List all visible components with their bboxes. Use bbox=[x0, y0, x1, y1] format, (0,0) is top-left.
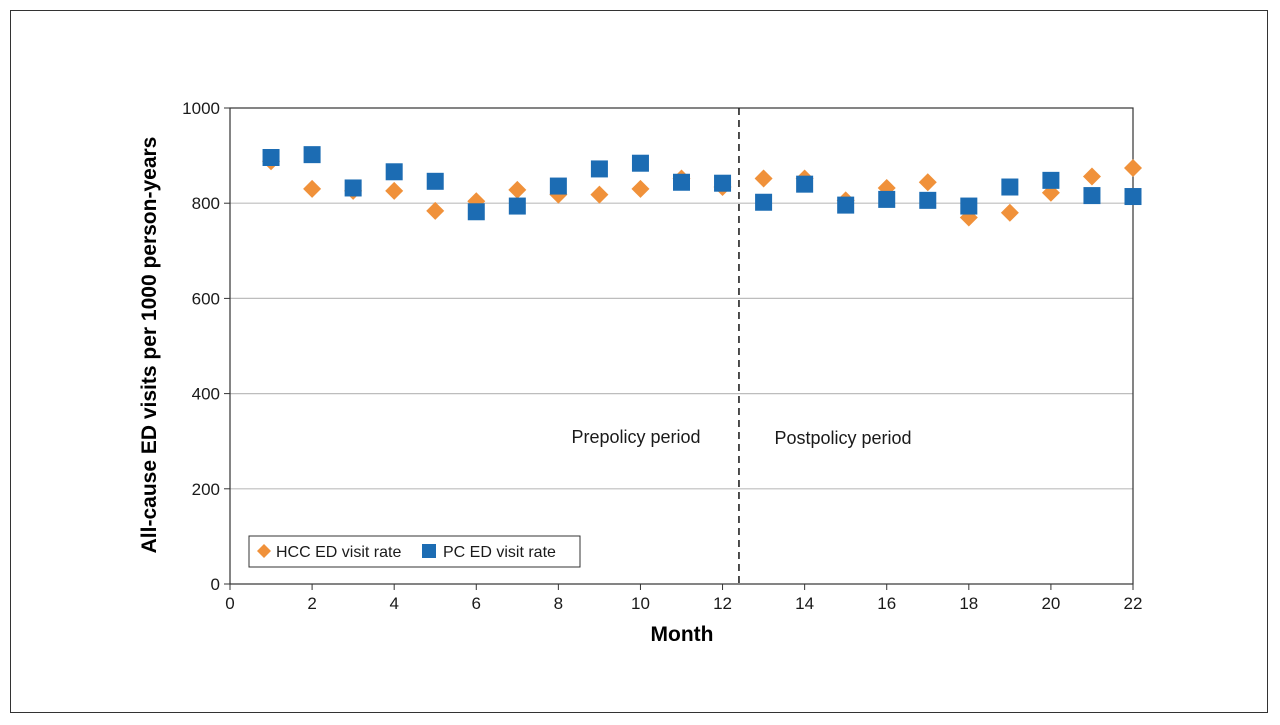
hcc-point bbox=[508, 180, 527, 199]
pc-point bbox=[1124, 188, 1142, 206]
y-tick-label: 0 bbox=[211, 575, 220, 594]
hcc-point bbox=[590, 185, 609, 204]
y-tick-label: 600 bbox=[192, 289, 220, 308]
x-tick-label: 6 bbox=[472, 594, 481, 613]
legend-hcc-label: HCC ED visit rate bbox=[276, 544, 401, 561]
pc-point bbox=[714, 174, 732, 192]
pc-point bbox=[837, 196, 855, 214]
hcc-point bbox=[426, 201, 445, 220]
hcc-point bbox=[1000, 203, 1019, 222]
hcc-point bbox=[1124, 158, 1142, 177]
x-tick-label: 22 bbox=[1124, 594, 1143, 613]
pc-point bbox=[262, 149, 280, 167]
pc-point bbox=[673, 173, 690, 191]
grid-layer bbox=[230, 202, 1133, 490]
x-tick-label: 0 bbox=[225, 594, 234, 613]
y-tick-label: 400 bbox=[192, 385, 220, 404]
pc-point bbox=[631, 154, 649, 172]
y-tick-label: 200 bbox=[192, 480, 220, 499]
pc-point bbox=[344, 179, 362, 197]
pc-point bbox=[549, 177, 567, 195]
x-tick-label: 10 bbox=[631, 594, 650, 613]
legend-box bbox=[248, 535, 581, 568]
y-axis-title: All-cause ED visits per 1000 person-year… bbox=[138, 137, 161, 554]
hcc-point bbox=[918, 173, 937, 192]
y-tick-label: 1000 bbox=[182, 99, 220, 118]
x-tick-label: 8 bbox=[554, 594, 563, 613]
hcc-point bbox=[303, 179, 322, 198]
y-tick-label: 800 bbox=[192, 194, 220, 213]
pc-point bbox=[426, 172, 444, 190]
hcc-point bbox=[754, 169, 773, 188]
pc-point bbox=[878, 190, 896, 208]
figure-frame bbox=[10, 10, 1268, 713]
x-tick-label: 4 bbox=[389, 594, 398, 613]
x-tick-label: 12 bbox=[713, 594, 732, 613]
x-axis-title: Month bbox=[651, 623, 714, 646]
ticks-layer: 0 200 400 600 800 1000 0 2 4 6 8 10 12 14 16 18 20 22 bbox=[182, 99, 1142, 613]
pc-point bbox=[1083, 187, 1101, 205]
pc-point bbox=[755, 193, 773, 211]
pc-point bbox=[385, 163, 403, 181]
hcc-point bbox=[385, 181, 404, 200]
x-tick-label: 18 bbox=[959, 594, 978, 613]
legend: HCC ED visit rate PC ED visit rate bbox=[248, 535, 581, 568]
marks-layer bbox=[262, 146, 1142, 227]
pc-point bbox=[467, 203, 485, 221]
pc-point bbox=[919, 191, 937, 209]
x-tick-label: 14 bbox=[795, 594, 814, 613]
pc-point bbox=[1001, 178, 1019, 196]
annotation-postpolicy: Postpolicy period bbox=[774, 428, 911, 448]
legend-pc-label: PC ED visit rate bbox=[443, 544, 556, 561]
pc-point bbox=[1042, 171, 1060, 189]
pc-point bbox=[303, 146, 321, 164]
hcc-point bbox=[1082, 167, 1101, 186]
x-tick-label: 2 bbox=[307, 594, 316, 613]
x-tick-label: 20 bbox=[1041, 594, 1060, 613]
x-tick-label: 16 bbox=[877, 594, 896, 613]
pc-point bbox=[590, 160, 608, 178]
legend-pc-square-marker bbox=[422, 544, 436, 558]
plot-area bbox=[229, 107, 1134, 585]
annotation-prepolicy: Prepolicy period bbox=[571, 427, 700, 447]
pc-point bbox=[508, 197, 526, 215]
pc-point bbox=[960, 197, 978, 215]
legend-hcc-diamond-marker bbox=[257, 544, 271, 558]
hcc-point bbox=[631, 179, 650, 198]
pc-point bbox=[796, 175, 814, 193]
